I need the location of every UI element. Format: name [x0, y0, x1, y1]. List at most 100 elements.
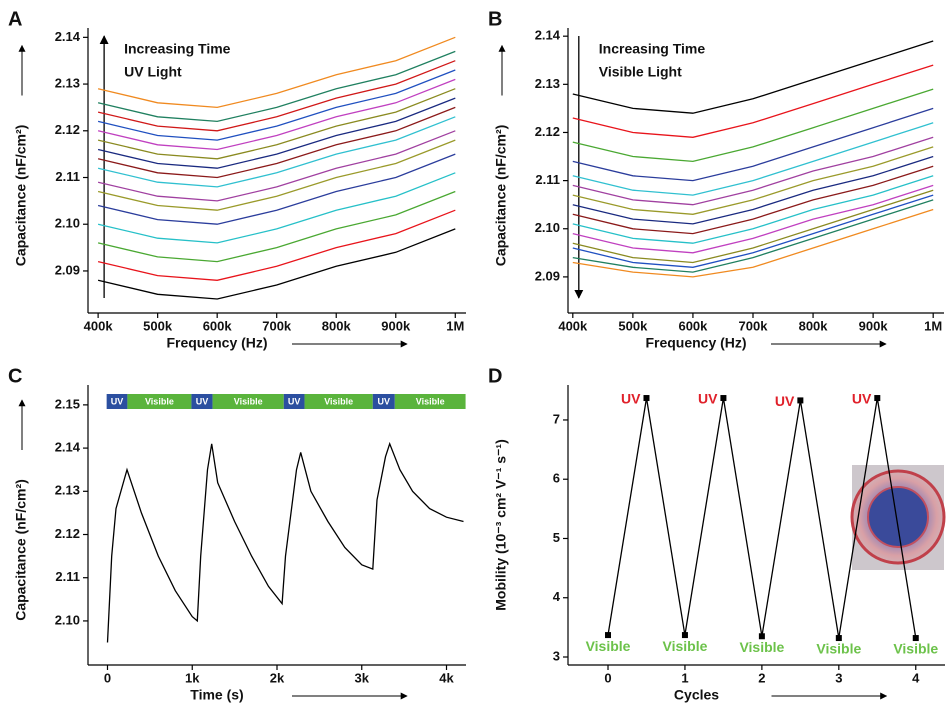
point-label: Visible [893, 641, 938, 657]
series-line [97, 50, 456, 123]
seal-inner [867, 486, 929, 548]
series-line [97, 190, 456, 263]
panel-letter: B [488, 8, 502, 30]
y-tick-label: 3 [553, 648, 560, 663]
annotation: Increasing Time [599, 41, 706, 57]
panel-letter: C [8, 365, 22, 387]
band [394, 394, 466, 409]
series-line [572, 155, 934, 225]
y-axis-label: Capacitance (nF/cm²) [13, 125, 29, 267]
x-axis-label: Frequency (Hz) [645, 335, 746, 351]
series-line [97, 153, 456, 225]
y-axis-label: Capacitance (nF/cm²) [13, 479, 29, 621]
point [797, 397, 804, 404]
series-line [97, 69, 456, 141]
series-line [97, 97, 456, 169]
y-axis-label: Capacitance (nF/cm²) [493, 125, 509, 267]
y-tick-label: 2.14 [55, 440, 81, 455]
point-label: Visible [739, 639, 784, 655]
series-line [97, 106, 456, 179]
series-line [106, 441, 464, 643]
point-label: UV [621, 391, 641, 407]
series-line [572, 122, 934, 196]
x-tick-label: 3k [355, 670, 370, 685]
band [304, 394, 373, 409]
y-tick-label: 2.11 [55, 569, 80, 584]
x-tick-label: 900k [859, 318, 889, 333]
series-line [97, 130, 456, 202]
series-line [97, 228, 456, 300]
x-tick-label: 900k [381, 318, 411, 333]
x-tick-label: 800k [322, 318, 352, 333]
band-label: UV [196, 396, 209, 406]
x-tick-label: 1M [924, 318, 942, 333]
x-tick-label: 700k [739, 318, 769, 333]
panel: B 2.09 2.10 2.11 2.12 2.13 2.14 400k 500k 600k 700… [488, 8, 944, 351]
x-tick-label: 600k [203, 318, 233, 333]
point [681, 632, 688, 639]
band [283, 394, 305, 409]
band [106, 394, 128, 409]
series-line [572, 40, 934, 114]
y-tick-label: 6 [553, 471, 560, 486]
y-tick-label: 2.10 [55, 216, 80, 231]
series-line [97, 88, 456, 160]
series-line [572, 64, 934, 138]
y-tick-label: 2.11 [55, 169, 80, 184]
x-tick-label: 4k [439, 670, 454, 685]
x-tick-label: 1M [446, 318, 464, 333]
panel: A 2.09 2.10 2.11 2.12 2.13 2.14 400k 500k 600k 700… [8, 8, 466, 351]
point [643, 395, 650, 402]
y-tick-label: 2.12 [55, 526, 80, 541]
point [720, 395, 727, 402]
band-label: Visible [324, 396, 353, 406]
x-tick-label: 400k [558, 318, 588, 333]
series-line [97, 172, 456, 244]
series-line [97, 78, 456, 151]
y-tick-label: 2.13 [535, 76, 560, 91]
annotation: UV Light [124, 64, 182, 80]
x-tick-label: 1k [185, 670, 200, 685]
panel-letter: D [488, 365, 502, 387]
band [127, 394, 192, 409]
series-line [572, 146, 934, 215]
point-label: UV [698, 391, 718, 407]
series-line [572, 189, 934, 264]
panel: C 2.10 2.11 2.12 2.13 2.14 2.15 0 1k 2k 3k 4k Time (… [8, 365, 466, 703]
x-axis-label: Time (s) [190, 687, 243, 703]
point [758, 633, 765, 640]
y-tick-label: 2.12 [55, 122, 80, 137]
point [835, 635, 842, 642]
y-tick-label: 7 [553, 411, 560, 426]
band-label: UV [288, 396, 301, 406]
x-tick-label: 800k [799, 318, 829, 333]
band-label: UV [111, 396, 124, 406]
panel: D 3 4 5 6 7 0 1 2 3 4 Cycles Mobility (10⁻³ cm² V⁻¹ … [488, 365, 945, 703]
x-tick-label: 2k [270, 670, 285, 685]
annotation: Increasing Time [124, 41, 231, 57]
x-tick-label: 700k [262, 318, 292, 333]
band [191, 394, 213, 409]
x-tick-label: 0 [604, 670, 611, 685]
y-tick-label: 2.10 [55, 612, 80, 627]
band-label: Visible [234, 396, 263, 406]
photo [850, 465, 946, 570]
y-tick-label: 2.15 [55, 396, 80, 411]
point-label: UV [775, 393, 795, 409]
series-line [97, 139, 456, 211]
point-label: Visible [586, 638, 631, 654]
series-line [572, 136, 934, 206]
y-tick-label: 2.09 [55, 262, 80, 277]
series-line [572, 88, 934, 163]
band [212, 394, 284, 409]
x-tick-label: 600k [678, 318, 708, 333]
point [605, 632, 612, 639]
y-tick-label: 2.09 [535, 268, 560, 283]
band-label: Visible [416, 396, 445, 406]
y-tick-label: 2.12 [535, 124, 560, 139]
panel-letter: A [8, 8, 22, 30]
y-tick-label: 2.11 [535, 172, 560, 187]
series-line [572, 208, 934, 278]
